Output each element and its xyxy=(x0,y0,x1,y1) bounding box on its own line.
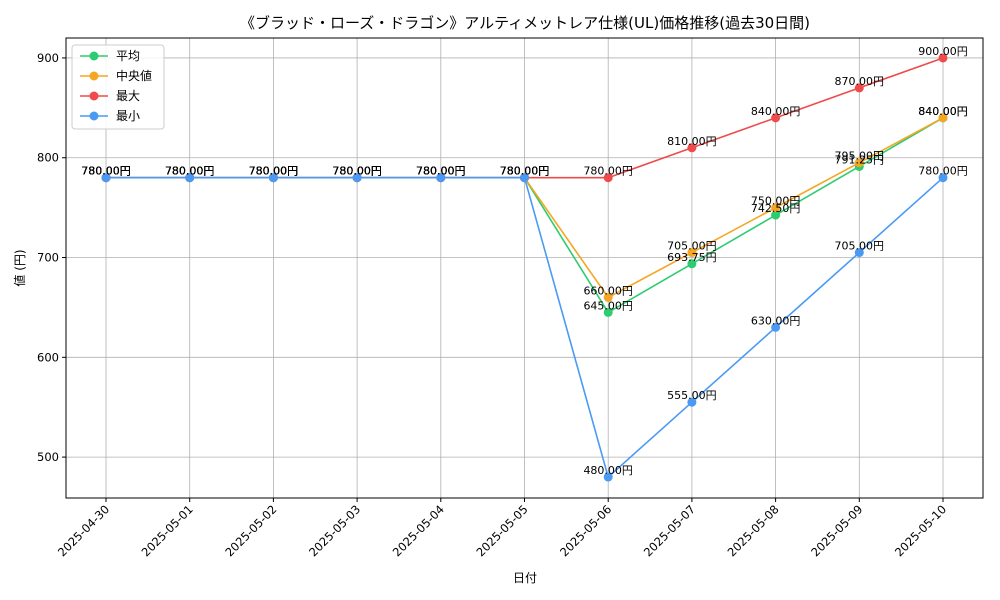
x-axis-label: 日付 xyxy=(513,571,537,585)
data-point xyxy=(938,53,948,63)
data-label: 780.00円 xyxy=(332,165,382,178)
data-point xyxy=(854,248,864,258)
data-label: 840.00円 xyxy=(751,105,801,118)
data-label: 780.00円 xyxy=(416,165,466,178)
legend-label-0: 平均 xyxy=(116,49,140,63)
data-point xyxy=(520,173,529,183)
data-label: 900.00円 xyxy=(918,45,968,58)
data-label: 780.00円 xyxy=(332,165,382,178)
data-label: 780.00円 xyxy=(165,165,215,178)
data-point xyxy=(771,203,781,213)
data-label: 840.00円 xyxy=(918,105,968,118)
y-tick-label: 800 xyxy=(37,151,59,165)
legend-box xyxy=(71,44,165,130)
data-point xyxy=(938,113,948,123)
data-point xyxy=(854,158,864,168)
data-label: 780.00円 xyxy=(249,165,299,178)
data-label: 780.00円 xyxy=(500,165,550,178)
legend-label-3: 最小 xyxy=(116,109,140,123)
chart-title: 《ブラッド・ローズ・ドラゴン》アルティメットレア仕様(UL)価格推移(過去30日… xyxy=(240,14,810,32)
legend-marker-3 xyxy=(89,111,99,121)
data-point xyxy=(268,173,278,183)
y-tick-label: 600 xyxy=(37,350,59,364)
data-label: 780.00円 xyxy=(918,165,968,178)
data-label: 870.00円 xyxy=(835,75,885,88)
data-label: 705.00円 xyxy=(667,240,717,253)
data-point xyxy=(687,397,697,407)
data-point xyxy=(436,173,446,183)
legend-label-2: 最大 xyxy=(116,89,140,103)
data-label: 780.00円 xyxy=(416,165,466,178)
legend-marker-1 xyxy=(89,71,99,81)
data-label: 780.00円 xyxy=(500,165,550,178)
data-label: 810.00円 xyxy=(667,135,717,148)
data-label: 705.00円 xyxy=(835,240,885,253)
data-point xyxy=(771,113,781,123)
data-label: 780.00円 xyxy=(249,165,299,178)
plot-frame xyxy=(65,37,984,499)
y-axis-label: 値 (円) xyxy=(12,249,27,286)
data-point xyxy=(352,173,362,183)
data-label: 780.00円 xyxy=(165,165,215,178)
data-label: 791.25円 xyxy=(835,153,885,166)
data-point xyxy=(854,83,864,93)
data-point xyxy=(771,210,781,220)
data-label: 780.00円 xyxy=(165,165,215,178)
data-label: 780.00円 xyxy=(81,165,131,178)
data-labels: 780.00円 780.00円 780.00円 780.00円 780.00円 780.0… xyxy=(81,45,968,477)
data-point xyxy=(101,173,111,183)
data-point xyxy=(771,322,781,332)
legend-marker-0 xyxy=(89,51,99,61)
data-label: 750.00円 xyxy=(751,195,801,208)
data-point xyxy=(603,292,613,302)
data-series xyxy=(101,53,948,482)
data-point xyxy=(687,143,697,153)
data-label: 645.00円 xyxy=(583,299,633,312)
data-label: 780.00円 xyxy=(81,165,131,178)
data-point xyxy=(687,259,697,269)
data-point xyxy=(185,173,195,183)
data-label: 630.00円 xyxy=(751,314,801,327)
data-label: 780.00円 xyxy=(500,165,550,178)
data-label: 840.00円 xyxy=(918,105,968,118)
legend-marker-2 xyxy=(89,91,99,101)
data-label: 660.00円 xyxy=(583,284,633,297)
data-label: 780.00円 xyxy=(249,165,299,178)
data-label: 780.00円 xyxy=(416,165,466,178)
data-label: 780.00円 xyxy=(583,165,633,178)
y-tick-label: 500 xyxy=(37,450,59,464)
data-label: 693.75円 xyxy=(667,251,717,264)
data-label: 742.50円 xyxy=(751,202,801,215)
data-label: 780.00円 xyxy=(332,165,382,178)
data-label: 780.00円 xyxy=(332,165,382,178)
data-label: 555.00円 xyxy=(667,389,717,402)
data-point xyxy=(603,472,613,482)
data-label: 780.00円 xyxy=(416,165,466,178)
data-point xyxy=(603,307,613,317)
data-label: 480.00円 xyxy=(583,464,633,477)
data-point xyxy=(687,248,697,258)
data-label: 780.00円 xyxy=(249,165,299,178)
data-label: 780.00円 xyxy=(81,165,131,178)
data-label: 780.00円 xyxy=(500,165,550,178)
data-point xyxy=(938,173,948,183)
data-label: 780.00円 xyxy=(81,165,131,178)
data-label: 780.00円 xyxy=(165,165,215,178)
y-tick-label: 700 xyxy=(37,251,59,265)
legend-label-1: 中央値 xyxy=(116,68,152,83)
data-point xyxy=(603,173,613,183)
y-tick-label: 900 xyxy=(37,51,59,65)
data-label: 795.00円 xyxy=(835,150,885,163)
